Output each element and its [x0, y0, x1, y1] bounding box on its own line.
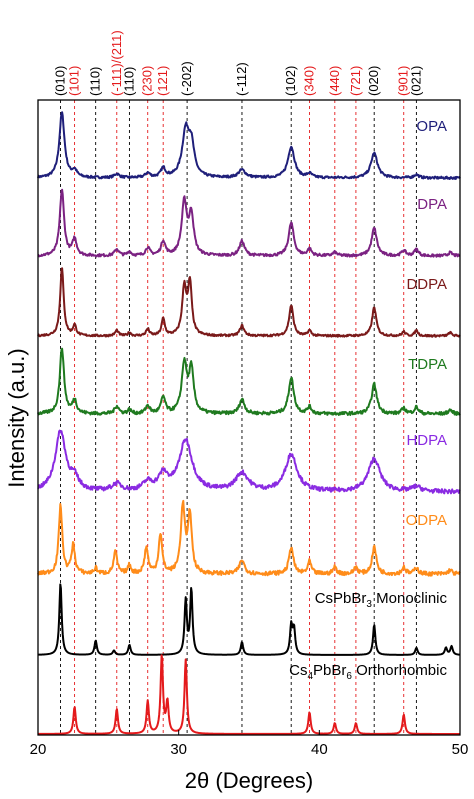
legend-label-tdpa: TDPA [408, 356, 447, 373]
legend-label-hdpa: HDPA [406, 432, 447, 449]
reference-labels: (010) (101) (110) (-111)/(211)(110) (230) (12… [53, 30, 424, 96]
legend-label-dpa: DPA [417, 196, 447, 213]
x-tick-label: 40 [311, 741, 328, 758]
trace-dpa [37, 188, 461, 258]
legend-mono-suffix: Monoclinic [372, 590, 448, 607]
reference-label: (102) [283, 66, 298, 96]
legend: OPA DPA DDPA TDPA HDPA ODPA CsPbBr3 Mono… [289, 118, 447, 682]
legend-label-ddpa: DDPA [406, 276, 447, 293]
reference-label: (-111)/(211) [109, 30, 124, 96]
y-axis-label: Intensity (a.u.) [4, 348, 29, 487]
legend-label-cs4pbbr6: Cs4PbBr6 Orthorhombic [289, 662, 447, 682]
reference-label: (-112) [234, 62, 249, 96]
trace-ddpa [37, 267, 461, 338]
legend-ortho-sub2: 6 [346, 671, 352, 682]
reference-label: (021) [408, 66, 423, 96]
trace-tdpa [37, 347, 461, 416]
reference-label: (110) [121, 67, 136, 96]
trace-opa [37, 111, 461, 180]
trace-cspbbr3-monoclinic [37, 583, 461, 656]
reference-label: (-202) [179, 61, 194, 96]
legend-ortho-prefix: Cs [289, 662, 307, 679]
legend-mono-prefix: CsPbBr [315, 590, 367, 607]
legend-ortho-mid: PbBr [313, 662, 346, 679]
legend-label-cspbbr3: CsPbBr3 Monoclinic [315, 590, 448, 610]
x-axis-label: 2θ (Degrees) [185, 768, 313, 793]
legend-label-opa: OPA [416, 118, 447, 135]
legend-mono-sub: 3 [366, 599, 372, 610]
legend-ortho-suffix: Orthorhombic [352, 662, 448, 679]
reference-label: (440) [327, 66, 342, 96]
legend-ortho-sub1: 4 [307, 671, 313, 682]
diffraction-traces [37, 111, 461, 735]
reference-label: (721) [348, 66, 363, 96]
trace-hdpa [37, 429, 461, 495]
x-tick-label: 50 [452, 741, 469, 758]
reference-label: (110) [88, 67, 103, 96]
reference-label: (020) [366, 66, 381, 96]
trace-odpa [37, 499, 461, 577]
legend-label-odpa: ODPA [406, 512, 447, 529]
reference-label: (121) [155, 66, 170, 96]
plot-frame [37, 99, 461, 736]
reference-lines [60, 100, 417, 735]
reference-label: (230) [140, 66, 155, 96]
reference-label: (340) [301, 66, 316, 96]
reference-label: (901) [396, 66, 411, 96]
x-tick-label: 30 [170, 741, 187, 758]
reference-label: (101) [67, 66, 82, 96]
reference-label: (010) [53, 66, 68, 96]
x-tick-label: 20 [30, 741, 47, 758]
x-axis-ticks: 20 30 40 50 [30, 730, 469, 758]
trace-cs4pbbr6-orthorhombic [37, 654, 461, 735]
